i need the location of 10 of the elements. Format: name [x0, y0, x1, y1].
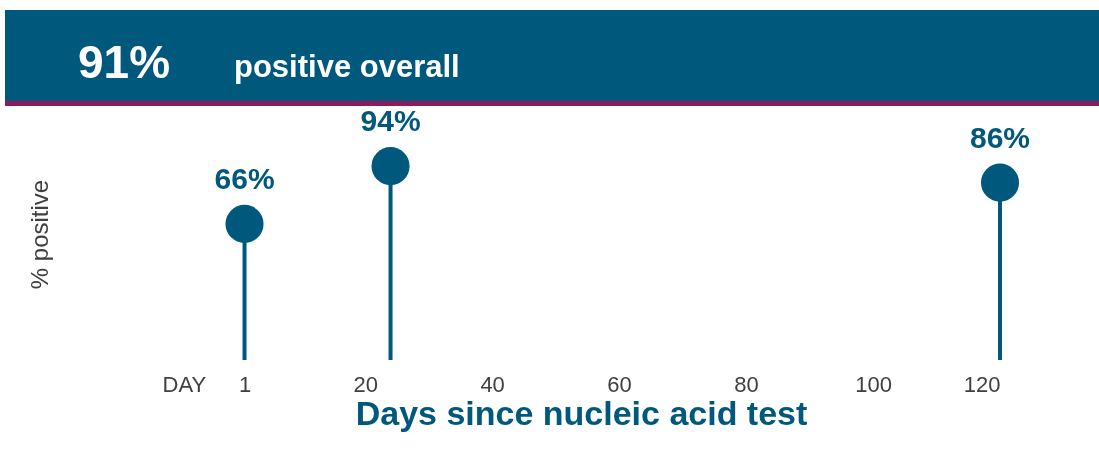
- x-tick-label: 100: [855, 371, 892, 397]
- chart-subtitle: positive overall: [234, 49, 460, 84]
- data-label: 66%: [214, 161, 275, 195]
- y-axis-title: % positive: [25, 179, 53, 290]
- x-tick-label: DAY: [162, 371, 207, 397]
- chart-title: 91%: [78, 36, 171, 88]
- x-tick-label: 1: [238, 371, 252, 397]
- data-label: 94%: [360, 104, 421, 138]
- data-label: 86%: [969, 120, 1031, 154]
- x-tick-label: 120: [963, 371, 1001, 397]
